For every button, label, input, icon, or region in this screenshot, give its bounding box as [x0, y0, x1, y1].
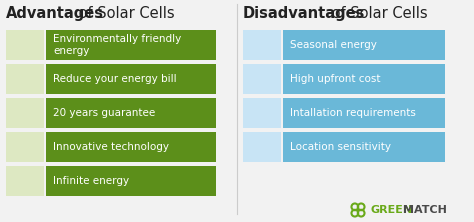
FancyBboxPatch shape: [283, 64, 445, 94]
Text: Location sensitivity: Location sensitivity: [290, 142, 391, 152]
Text: 20 years guarantee: 20 years guarantee: [53, 108, 155, 118]
Text: High upfront cost: High upfront cost: [290, 74, 381, 84]
FancyBboxPatch shape: [46, 132, 216, 162]
Text: Advantages: Advantages: [6, 6, 104, 21]
FancyBboxPatch shape: [243, 98, 281, 128]
FancyBboxPatch shape: [46, 64, 216, 94]
FancyBboxPatch shape: [243, 64, 281, 94]
FancyBboxPatch shape: [283, 98, 445, 128]
FancyBboxPatch shape: [283, 30, 445, 60]
FancyBboxPatch shape: [6, 166, 44, 196]
FancyBboxPatch shape: [6, 64, 44, 94]
FancyBboxPatch shape: [46, 98, 216, 128]
Text: Intallation requirements: Intallation requirements: [290, 108, 416, 118]
FancyBboxPatch shape: [6, 30, 44, 60]
Text: MATCH: MATCH: [403, 205, 447, 215]
FancyBboxPatch shape: [243, 30, 281, 60]
Text: of Solar Cells: of Solar Cells: [74, 6, 174, 21]
Text: Innovative technology: Innovative technology: [53, 142, 169, 152]
Text: Reduce your energy bill: Reduce your energy bill: [53, 74, 177, 84]
Text: Environmentally friendly
energy: Environmentally friendly energy: [53, 34, 181, 56]
Text: Disadvantages: Disadvantages: [243, 6, 365, 21]
Text: of Solar Cells: of Solar Cells: [327, 6, 428, 21]
Text: Infinite energy: Infinite energy: [53, 176, 129, 186]
FancyBboxPatch shape: [46, 30, 216, 60]
FancyBboxPatch shape: [6, 98, 44, 128]
Text: Seasonal energy: Seasonal energy: [290, 40, 377, 50]
FancyBboxPatch shape: [46, 166, 216, 196]
FancyBboxPatch shape: [243, 132, 281, 162]
FancyBboxPatch shape: [283, 132, 445, 162]
FancyBboxPatch shape: [6, 132, 44, 162]
Text: GREEN: GREEN: [371, 205, 413, 215]
